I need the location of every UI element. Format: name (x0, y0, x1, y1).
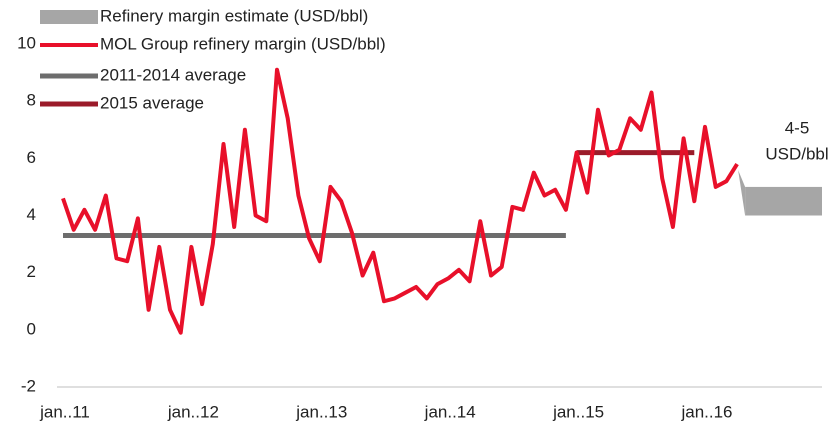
x-tick-label: jan..16 (680, 402, 732, 421)
x-tick-label: jan..11 (39, 402, 90, 421)
x-tick-label: jan..13 (295, 402, 347, 421)
series-line (61, 67, 739, 335)
y-tick-label: 10 (17, 33, 36, 52)
y-tick-label: 6 (27, 148, 36, 167)
legend-swatch (40, 10, 98, 24)
y-tick-label: 4 (27, 205, 36, 224)
estimate-band (745, 186, 822, 216)
x-tick-label: jan..12 (167, 402, 219, 421)
y-tick-label: 8 (27, 91, 36, 110)
annotation: USD/bbl (765, 144, 828, 163)
x-tick-label: jan..15 (552, 402, 604, 421)
annotation: 4-5 (785, 118, 810, 137)
x-tick-label: jan..14 (424, 402, 476, 421)
legend-label: 2011-2014 average (100, 65, 246, 84)
legend-label: 2015 average (100, 93, 204, 112)
estimate-pointer (738, 170, 746, 216)
legend-label: Refinery margin estimate (USD/bbl) (100, 6, 368, 25)
y-tick-label: 2 (27, 262, 36, 281)
legend-label: MOL Group refinery margin (USD/bbl) (100, 34, 386, 53)
y-tick-label: -2 (21, 376, 36, 395)
y-tick-label: 0 (27, 319, 36, 338)
